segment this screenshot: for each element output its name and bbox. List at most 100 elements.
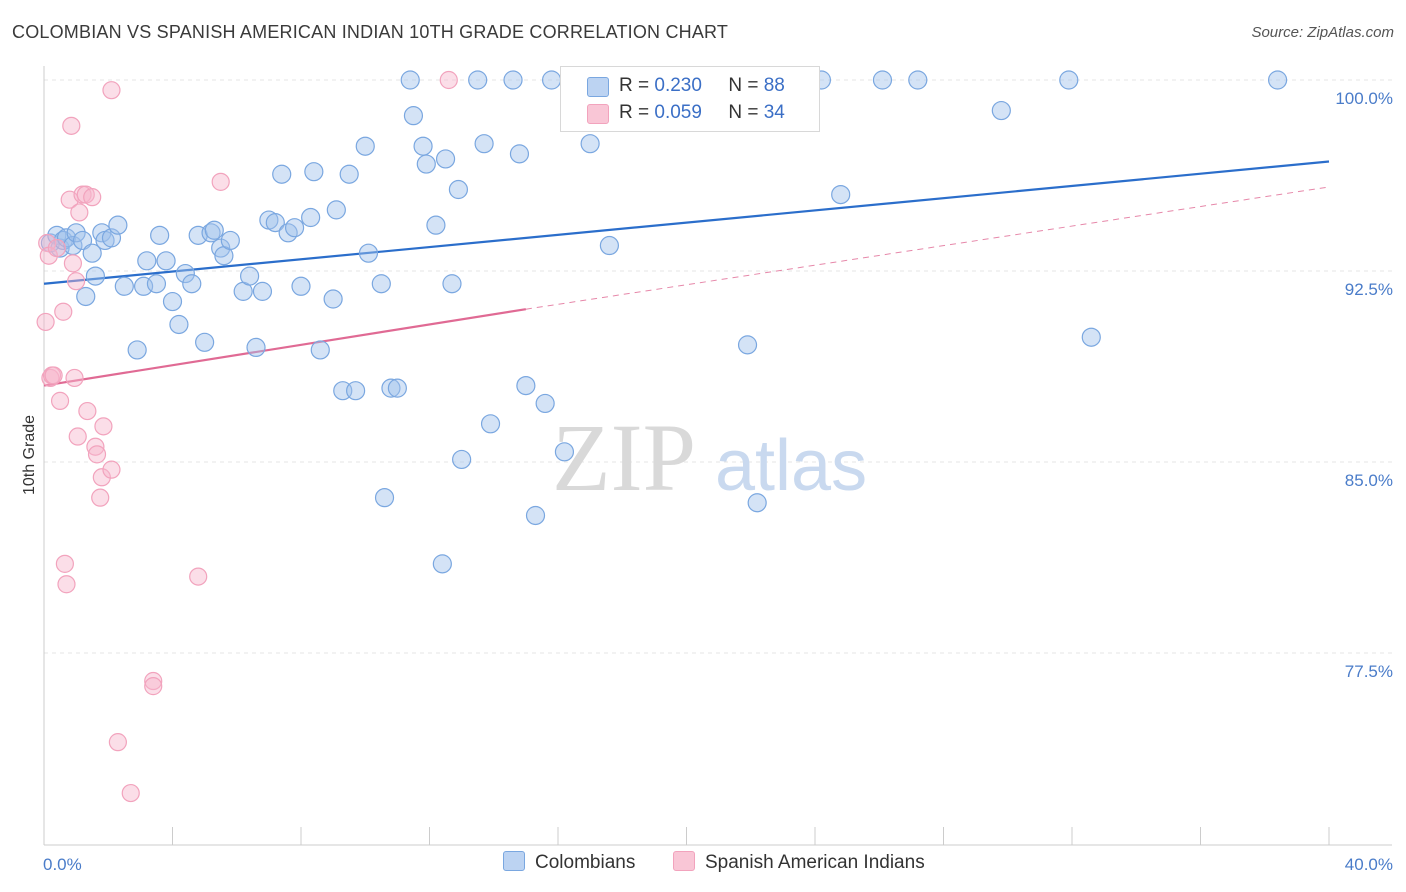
- data-point-colombians: [204, 220, 224, 240]
- data-point-colombians: [76, 286, 96, 307]
- data-point-spanish-american-indians: [83, 188, 102, 207]
- data-point-colombians: [435, 149, 456, 169]
- data-point-colombians: [72, 230, 93, 251]
- data-point-colombians: [1267, 70, 1288, 90]
- data-point-colombians: [831, 185, 851, 205]
- bottom-legend-swatch-pink: [673, 851, 695, 871]
- data-point-colombians: [503, 70, 523, 90]
- axes: [43, 66, 1392, 846]
- data-point-colombians: [252, 281, 273, 301]
- legend-swatch-pink: [587, 104, 609, 124]
- legend-r-label: R =: [619, 75, 655, 96]
- data-point-colombians: [182, 274, 202, 294]
- data-point-colombians: [448, 179, 469, 200]
- data-point-colombians: [525, 505, 546, 526]
- data-point-colombians: [480, 414, 501, 434]
- data-point-colombians: [474, 134, 494, 154]
- x-tick-label: 40.0%: [1345, 855, 1393, 874]
- source-label: Source: ZipAtlas.com: [1251, 24, 1394, 41]
- data-point-colombians: [908, 70, 928, 90]
- data-point-colombians: [381, 378, 401, 398]
- data-point-colombians: [278, 223, 298, 243]
- y-tick-label: 85.0%: [1345, 471, 1393, 490]
- data-point-colombians: [339, 164, 359, 184]
- data-point-spanish-american-indians: [54, 302, 73, 321]
- data-point-colombians: [82, 243, 102, 263]
- data-point-colombians: [416, 154, 436, 174]
- data-point-colombians: [426, 215, 446, 235]
- data-point-colombians: [220, 230, 240, 251]
- data-point-colombians: [541, 70, 562, 90]
- data-point-colombians: [452, 449, 472, 470]
- bottom-legend-label: Colombians: [535, 852, 636, 873]
- data-point-spanish-american-indians: [68, 427, 87, 446]
- x-tick-labels: 0.0% 40.0%: [43, 855, 1393, 874]
- legend-n-value: 34: [763, 102, 785, 123]
- legend-n-value: 88: [763, 75, 785, 96]
- data-point-spanish-american-indians: [78, 401, 97, 421]
- data-point-colombians: [56, 228, 77, 248]
- data-point-spanish-american-indians: [87, 445, 107, 464]
- data-point-colombians: [85, 266, 106, 286]
- data-point-colombians: [599, 235, 620, 256]
- data-point-colombians: [175, 263, 195, 284]
- data-point-colombians: [1059, 70, 1079, 90]
- data-point-colombians: [310, 340, 330, 360]
- y-axis-label: 10th Grade: [21, 415, 38, 495]
- data-point-colombians: [991, 100, 1011, 121]
- data-point-colombians: [326, 200, 346, 220]
- y-tick-label: 92.5%: [1345, 280, 1393, 299]
- data-point-spanish-american-indians: [108, 733, 127, 752]
- data-point-spanish-american-indians: [144, 671, 163, 691]
- data-point-spanish-american-indians: [121, 783, 140, 803]
- data-point-colombians: [201, 223, 221, 243]
- bottom-legend-swatch-blue: [503, 851, 525, 871]
- data-point-colombians: [323, 289, 343, 309]
- bottom-legend-label: Spanish American Indians: [705, 852, 925, 873]
- data-point-colombians: [150, 225, 170, 245]
- data-point-colombians: [400, 70, 420, 90]
- data-point-colombians: [516, 376, 536, 396]
- data-point-colombians: [291, 276, 311, 296]
- data-point-spanish-american-indians: [36, 312, 55, 332]
- data-point-spanish-american-indians: [86, 437, 105, 456]
- data-point-colombians: [737, 335, 758, 355]
- data-point-colombians: [1081, 327, 1101, 347]
- data-point-colombians: [240, 266, 260, 286]
- data-point-spanish-american-indians: [94, 417, 113, 436]
- trendline-colombians: [43, 160, 1330, 285]
- data-point-colombians: [554, 442, 575, 462]
- legend: R = 0.230 N = 88 R = 0.059 N = 34: [560, 66, 820, 132]
- data-point-spanish-american-indians: [47, 238, 66, 258]
- y-tick-labels: 77.5% 85.0% 92.5% 100.0%: [1335, 89, 1393, 681]
- chart-title: COLOMBIAN VS SPANISH AMERICAN INDIAN 10T…: [12, 22, 729, 42]
- data-point-spanish-american-indians: [102, 81, 121, 100]
- data-point-colombians: [403, 106, 424, 126]
- trendline-spanish-american-indians: [43, 308, 527, 387]
- data-point-spanish-american-indians: [63, 254, 83, 273]
- watermark-atlas: atlas: [715, 426, 867, 506]
- data-point-spanish-american-indians: [189, 567, 208, 586]
- data-point-spanish-american-indians: [65, 368, 84, 388]
- data-point-colombians: [442, 274, 462, 294]
- points-colombians: [40, 70, 1288, 574]
- data-point-colombians: [195, 332, 215, 352]
- data-point-colombians: [108, 215, 128, 235]
- data-point-colombians: [580, 134, 600, 154]
- bottom-legend-spanish-american-indians: Spanish American Indians: [673, 851, 925, 874]
- data-point-spanish-american-indians: [67, 272, 86, 291]
- data-point-colombians: [346, 381, 366, 401]
- data-point-colombians: [301, 207, 321, 228]
- data-point-colombians: [432, 554, 452, 574]
- data-point-colombians: [358, 243, 379, 263]
- data-point-spanish-american-indians: [144, 677, 163, 696]
- data-point-colombians: [374, 488, 395, 508]
- legend-r-value: 0.059: [654, 102, 702, 123]
- trendlines: [43, 160, 1330, 387]
- data-point-colombians: [371, 274, 391, 294]
- data-point-colombians: [137, 251, 157, 271]
- data-point-colombians: [265, 213, 285, 233]
- data-point-spanish-american-indians: [92, 468, 111, 487]
- data-point-colombians: [66, 223, 86, 243]
